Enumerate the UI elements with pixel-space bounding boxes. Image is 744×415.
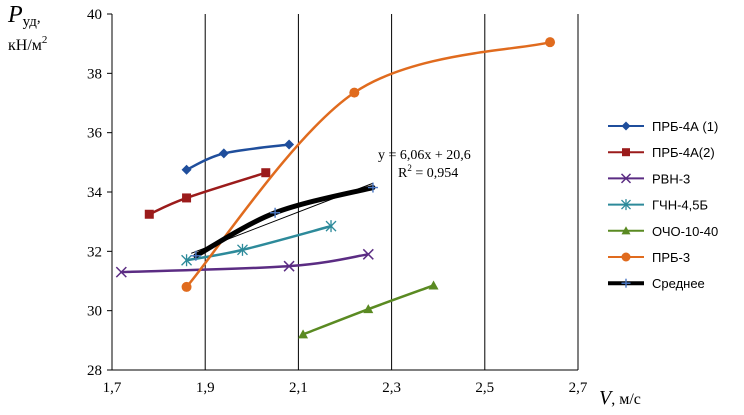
y-axis-comma: , [37,10,41,26]
marker-stroke [283,260,295,272]
data-point [363,304,374,314]
marker-stroke [620,173,632,184]
y-axis-unit-text: кН/м [8,37,42,54]
legend-label: ГЧН-4,5Б [652,198,708,213]
series-line [148,171,268,216]
data-point [181,281,192,292]
data-point [190,250,201,261]
series-line [185,143,291,171]
legend-item: ПРБ-4А (1) [608,119,718,134]
x-tick-label: 2,7 [569,380,588,396]
data-point [115,266,127,278]
data-point [367,182,378,193]
legend-label: ПРБ-4А(2) [652,145,715,160]
data-point [325,220,337,233]
y-tick-label: 32 [87,244,102,260]
series-3 [181,220,337,267]
legend-marker [621,252,631,262]
y-tick-label: 36 [87,126,103,142]
series-6 [190,182,378,261]
data-point [298,329,309,339]
x-tick-label: 2,1 [289,380,308,396]
gridlines [204,14,579,370]
legend-marker [621,121,631,131]
y-tick-label: 30 [87,304,102,320]
data-point [181,164,192,175]
data-point [182,193,192,203]
series-line [185,224,333,262]
trendline-equation: y = 6,06x + 20,6 [378,148,471,163]
marker-stroke [362,248,374,260]
y-axis-symbol: P [7,2,23,28]
series-4 [298,280,439,339]
legend: ПРБ-4А (1) ПРБ-4А(2) РВН-3 ГЧН-4,5Б ОЧО-10-4… [608,119,718,291]
series-2 [115,248,374,278]
data-point [144,209,154,219]
r2-prefix: R [398,166,408,181]
y-tick-label: 34 [87,185,103,201]
x-tick-label: 1,7 [103,380,122,396]
trendline-r2: R2 = 0,954 [398,163,458,181]
series-line [193,185,376,259]
data-point [261,168,271,178]
legend-item: ГЧН-4,5Б [608,198,708,213]
legend-item: ПРБ-4А(2) [608,145,715,160]
legend-item: ПРБ-3 [608,250,690,265]
series-1 [144,168,271,219]
x-axis-unit: , м/с [611,391,641,408]
tick-labels: 1,7 1,9 2,1 2,3 2,5 2,7 28 30 32 34 36 38 40 [87,7,588,396]
data-point [284,139,295,150]
legend-item: РВН-3 [608,171,690,186]
x-tick-label: 2,5 [475,380,494,396]
data-point [545,37,556,48]
y-axis-unit-sup: 2 [42,34,48,46]
y-tick-label: 28 [87,363,102,379]
data-point [362,248,374,260]
x-axis-title: V, м/с [599,387,641,409]
marker-stroke [115,266,127,278]
data-point [270,207,281,218]
axes [107,13,578,371]
y-axis-unit: кН/м2 [8,34,47,54]
x-tick-label: 1,9 [196,380,215,396]
y-tick-label: 38 [87,66,102,82]
legend-label: ПРБ-3 [652,250,690,265]
legend-label: РВН-3 [652,171,690,186]
legend-label: Среднее [652,276,705,291]
legend-label: ПРБ-4А (1) [652,119,718,134]
data-point [218,148,229,159]
legend-marker [621,226,631,235]
r2-sup: 2 [407,163,412,173]
series-line [120,253,370,274]
legend-label: ОЧО-10-40 [652,224,718,239]
data-point [237,243,248,256]
x-tick-label: 2,3 [382,380,401,396]
legend-item: Среднее [608,276,705,291]
data-point [283,260,295,272]
x-axis-symbol: V [599,387,614,409]
y-axis-title: Pуд, [7,2,41,30]
y-tick-label: 40 [87,7,102,23]
data-point [428,280,439,290]
legend-item: ОЧО-10-40 [608,224,718,239]
r2-value: = 0,954 [412,166,458,181]
series-0 [181,139,295,175]
y-axis-subscript: уд [23,14,38,30]
legend-marker [620,173,632,184]
data-point [349,87,360,98]
legend-marker [621,278,631,288]
series-layer [115,37,556,339]
legend-marker [621,199,631,211]
legend-marker [622,148,630,157]
data-point [181,254,193,267]
